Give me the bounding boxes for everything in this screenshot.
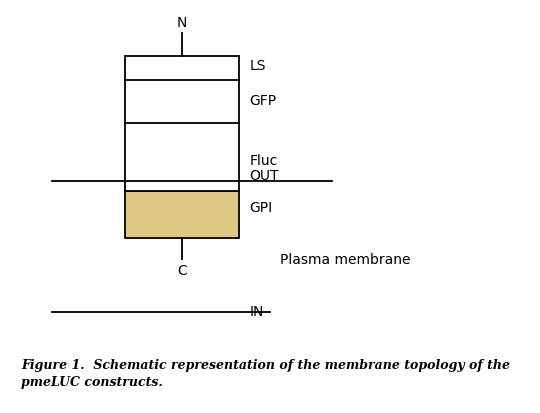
Text: GFP: GFP [249, 95, 276, 109]
Text: LS: LS [249, 59, 266, 73]
Bar [125, 56, 239, 191]
Text: IN: IN [249, 304, 264, 318]
Text: Fluc: Fluc [249, 154, 278, 168]
Bar [125, 191, 239, 238]
Text: Figure 1.  Schematic representation of the membrane topology of the
pmeLUC const: Figure 1. Schematic representation of th… [21, 359, 510, 389]
Text: C: C [177, 264, 187, 278]
Text: N: N [177, 16, 187, 30]
Text: GPI: GPI [249, 202, 272, 216]
Text: Plasma membrane: Plasma membrane [280, 253, 411, 267]
Text: OUT: OUT [249, 169, 279, 183]
